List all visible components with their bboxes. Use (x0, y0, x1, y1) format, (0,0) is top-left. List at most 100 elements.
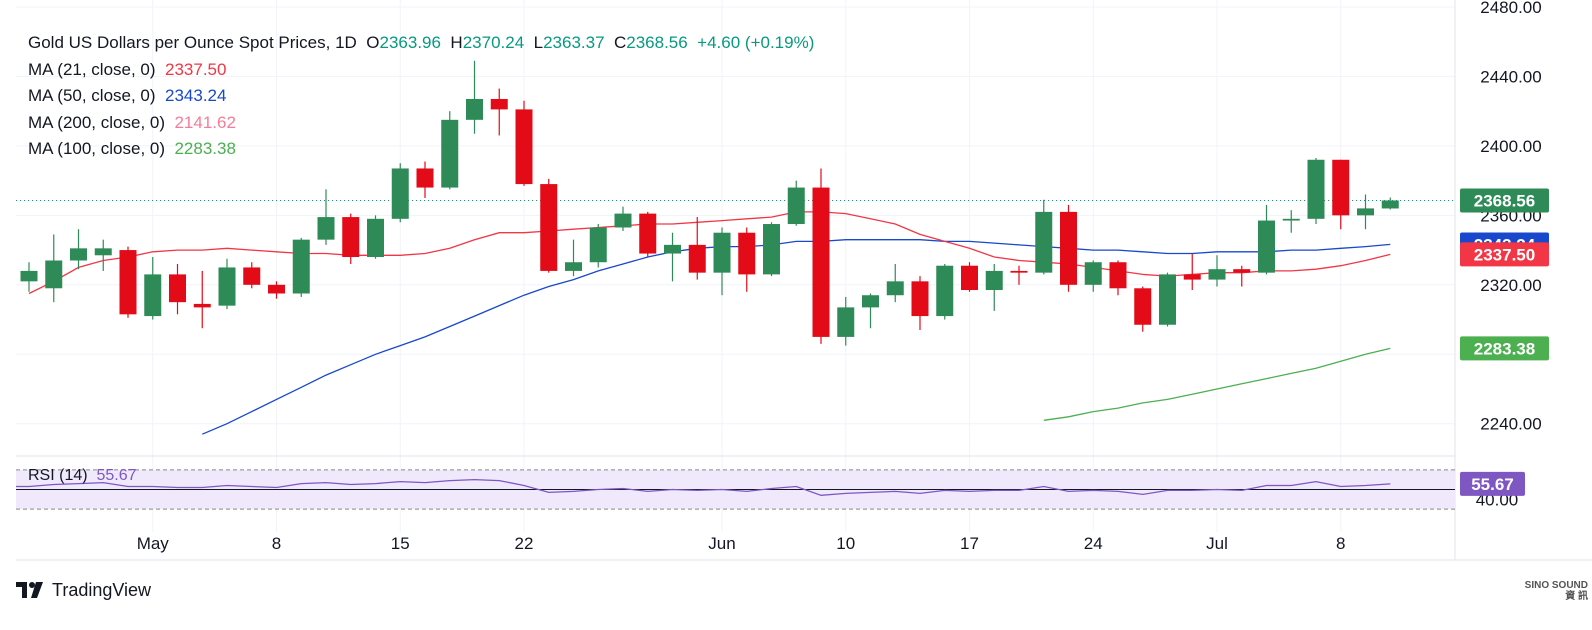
candle-body-52 (1307, 159, 1325, 219)
candle-45 (1134, 286, 1152, 332)
candle-10 (268, 281, 285, 299)
candle-5 (144, 257, 162, 320)
candle-27 (688, 217, 706, 280)
candle-body-40 (1010, 270, 1028, 273)
candle-37 (936, 263, 954, 320)
legend-ma200-value: 2141.62 (174, 112, 236, 132)
rsi-legend-label: RSI (14) (28, 467, 88, 484)
candle-body-6 (169, 274, 186, 303)
candle-body-13 (342, 217, 360, 258)
candle-50 (1258, 204, 1275, 275)
candle-body-47 (1183, 274, 1201, 280)
candle-14 (367, 215, 384, 259)
candle-15 (391, 163, 409, 223)
time-tick-2: 15 (391, 534, 410, 553)
candle-41 (1035, 199, 1053, 275)
candle-body-50 (1258, 220, 1275, 273)
legend-change: +4.60 (+0.19%) (697, 33, 815, 52)
candle-body-46 (1159, 274, 1176, 325)
time-tick-0: May (137, 534, 170, 553)
candle-body-21 (540, 184, 558, 271)
legend-low-label: L (533, 33, 544, 52)
legend-open-label: O (366, 33, 380, 52)
candle-54 (1357, 194, 1374, 230)
watermark-line1: SINO SOUND (1524, 580, 1588, 591)
candle-body-28 (713, 232, 731, 273)
rsi-line (16, 478, 1391, 496)
candle-body-37 (936, 265, 954, 317)
candle-body-19 (490, 98, 508, 110)
candle-42 (1060, 204, 1077, 292)
price-label-2: 2337.50 (1474, 245, 1535, 264)
candle-body-36 (911, 281, 929, 317)
legend-close-label: C (613, 33, 627, 52)
legend-ma100-label: MA (100, close, 0) (28, 139, 166, 158)
price-tick-6: 2480.00 (1480, 0, 1541, 17)
candle-40 (1010, 265, 1028, 285)
candle-body-4 (119, 250, 137, 315)
candle-34 (862, 293, 879, 329)
candle-1 (45, 234, 63, 303)
legend-high-label: H (450, 33, 463, 52)
legend-title: Gold US Dollars per Ounce Spot Prices, 1… (28, 33, 357, 52)
price-tick-0: 2240.00 (1480, 415, 1541, 434)
legend-ma21: MA (21, close, 0) 2337.50 (28, 57, 814, 84)
candle-2 (70, 229, 87, 270)
legend-ma50-value: 2343.24 (165, 86, 227, 105)
time-axis: May 8 15 22 Jun 10 17 24 Jul 8 (137, 534, 1346, 553)
time-tick-4: Jun (708, 534, 735, 553)
time-tick-9: 8 (1336, 534, 1345, 553)
sino-sound-watermark: SINO SOUND 資 訊 (1525, 580, 1588, 602)
ma50-line (202, 239, 1391, 435)
time-tick-1: 8 (272, 534, 281, 553)
candle-body-12 (317, 217, 335, 240)
price-label-box-3 (1460, 336, 1549, 361)
candle-28 (713, 227, 731, 296)
price-label-box-2 (1460, 242, 1549, 267)
candle-body-43 (1084, 262, 1102, 285)
candle-body-35 (886, 281, 904, 296)
candle-55 (1381, 197, 1399, 210)
candle-29 (738, 227, 756, 292)
candle-13 (342, 213, 360, 264)
price-tick-4: 2400.00 (1480, 137, 1541, 156)
candle-21 (540, 178, 558, 273)
candle-43 (1084, 260, 1102, 292)
watermark-line2: 資 訊 (1565, 591, 1588, 602)
candle-8 (218, 258, 236, 310)
candle-7 (193, 270, 211, 329)
candle-38 (961, 262, 978, 292)
candle-body-29 (738, 232, 756, 275)
legend-open: 2363.96 (379, 33, 441, 52)
candle-body-51 (1282, 218, 1300, 221)
legend-low: 2363.37 (543, 33, 605, 52)
candle-body-53 (1332, 159, 1350, 216)
rsi-label-box (1460, 471, 1525, 496)
candle-body-25 (639, 213, 657, 254)
legend-ma50-label: MA (50, close, 0) (28, 86, 156, 105)
candle-4 (119, 246, 137, 318)
legend-ma50: MA (50, close, 0) 2343.24 (28, 83, 814, 110)
candle-body-22 (565, 262, 582, 271)
price-label-box-0 (1460, 188, 1549, 213)
candle-16 (416, 161, 434, 198)
candle-53 (1332, 159, 1350, 230)
candle-25 (639, 211, 657, 258)
candle-body-49 (1233, 269, 1251, 273)
candle-body-55 (1381, 200, 1399, 209)
legend-close: 2368.56 (626, 33, 688, 52)
tradingview-brand[interactable]: TradingView (16, 578, 151, 602)
candle-body-20 (515, 109, 533, 185)
candle-19 (490, 88, 508, 136)
candle-51 (1282, 210, 1300, 233)
legend-ma100: MA (100, close, 0) 2283.38 (28, 136, 814, 163)
candle-6 (169, 263, 186, 315)
price-axis: 2240.002320.002360.002400.002440.002480.… (1460, 0, 1549, 509)
candle-body-14 (367, 218, 384, 258)
tradingview-logo-icon (16, 582, 43, 598)
candle-3 (94, 239, 112, 271)
legend-ma200: MA (200, close, 0) 2141.62 (28, 110, 814, 137)
tradingview-wordmark: TradingView (52, 579, 152, 600)
candle-body-42 (1060, 211, 1077, 285)
